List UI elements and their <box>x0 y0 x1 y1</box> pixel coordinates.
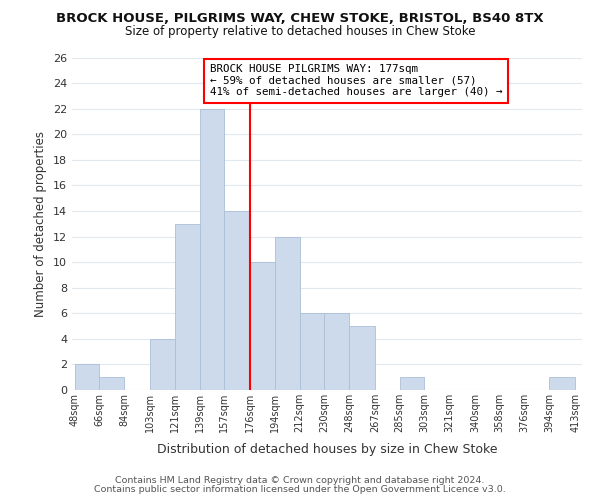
Bar <box>275 236 299 390</box>
Bar <box>400 377 424 390</box>
Bar <box>224 211 250 390</box>
Text: BROCK HOUSE, PILGRIMS WAY, CHEW STOKE, BRISTOL, BS40 8TX: BROCK HOUSE, PILGRIMS WAY, CHEW STOKE, B… <box>56 12 544 26</box>
Text: Contains HM Land Registry data © Crown copyright and database right 2024.: Contains HM Land Registry data © Crown c… <box>115 476 485 485</box>
X-axis label: Distribution of detached houses by size in Chew Stoke: Distribution of detached houses by size … <box>157 444 497 456</box>
Text: Size of property relative to detached houses in Chew Stoke: Size of property relative to detached ho… <box>125 25 475 38</box>
Text: BROCK HOUSE PILGRIMS WAY: 177sqm
← 59% of detached houses are smaller (57)
41% o: BROCK HOUSE PILGRIMS WAY: 177sqm ← 59% o… <box>210 64 502 98</box>
Bar <box>299 314 324 390</box>
Bar <box>150 339 175 390</box>
Bar <box>250 262 275 390</box>
Bar <box>549 377 575 390</box>
Bar <box>75 364 100 390</box>
Bar <box>200 108 224 390</box>
Text: Contains public sector information licensed under the Open Government Licence v3: Contains public sector information licen… <box>94 485 506 494</box>
Y-axis label: Number of detached properties: Number of detached properties <box>34 130 47 317</box>
Bar <box>324 314 349 390</box>
Bar <box>175 224 200 390</box>
Bar <box>100 377 124 390</box>
Bar <box>349 326 375 390</box>
